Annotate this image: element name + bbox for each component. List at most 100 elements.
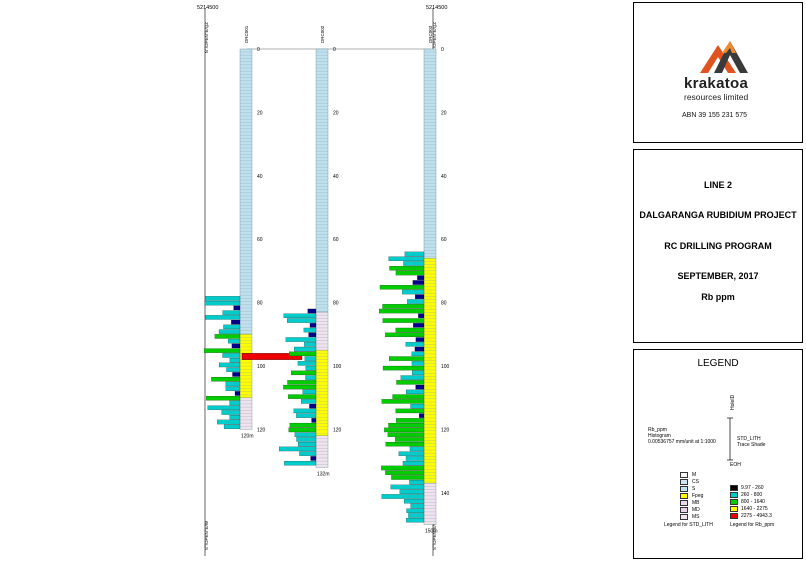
rb-histogram-bar — [311, 418, 317, 423]
rb-histogram-bar — [241, 353, 303, 360]
depth-label: 140 — [441, 491, 450, 497]
rb-histogram-bar — [287, 380, 317, 385]
rb-histogram-bar — [391, 475, 425, 480]
rb-histogram-bar — [293, 408, 317, 414]
rb-histogram-bar — [405, 342, 425, 347]
rb-histogram-bar — [204, 300, 241, 306]
legend-heading: LEGEND — [697, 358, 739, 369]
rb-histogram-bar — [309, 403, 317, 409]
rb-histogram-bar — [229, 415, 241, 420]
rb-histogram-bar — [222, 310, 241, 315]
mountain-logo-icon — [700, 41, 748, 73]
rb-legend-swatch — [730, 506, 738, 512]
rb-histogram-bar — [225, 381, 241, 387]
rb-histogram-bar — [207, 405, 241, 410]
rb-histogram-bar — [223, 324, 241, 330]
rb-histogram-bar — [395, 327, 425, 333]
rb-histogram-bar — [415, 384, 425, 390]
rb-legend-title: Rb_ppm — [648, 427, 667, 433]
rb-histogram-bar — [305, 375, 317, 380]
rb-histogram-bar — [221, 410, 241, 415]
depth-label: 20 — [441, 110, 447, 116]
rb-histogram-bar — [406, 508, 425, 513]
lith-interval-s — [423, 48, 437, 259]
rb-legend-swatch — [730, 499, 738, 505]
rb-histogram-bar — [304, 356, 317, 361]
rb-histogram-bar — [409, 480, 425, 485]
rb-histogram-bar — [417, 275, 425, 280]
rb-histogram-bar — [403, 261, 425, 266]
rb-histogram-bar — [231, 319, 241, 325]
hole-id-label: DRC001 — [244, 25, 249, 43]
rb-histogram-bar — [387, 432, 425, 437]
lith-interval-fpeg — [423, 258, 437, 484]
rb-histogram-bar — [408, 513, 425, 518]
rb-histogram-bar — [419, 413, 425, 418]
rb-histogram-bar — [205, 315, 241, 320]
rb-histogram-bar — [388, 256, 425, 261]
lith-legend-caption: Legend for STD_LITH — [664, 522, 713, 528]
lith-legend-swatch — [680, 486, 688, 492]
lith-legend-label: S — [692, 486, 696, 492]
rb-histogram-bar — [409, 446, 425, 452]
rb-histogram-bar — [418, 313, 425, 318]
top-label-left: 5214500 — [197, 5, 218, 11]
rb-histogram-bar — [412, 280, 425, 285]
rb-histogram-bar — [389, 266, 425, 271]
rb-histogram-bar — [310, 456, 317, 461]
logo-abn: ABN 39 155 231 575 — [682, 112, 747, 119]
lith-legend-label: MS — [692, 514, 700, 520]
rb-histogram-bar — [307, 308, 317, 314]
rb-histogram-bar — [231, 343, 241, 349]
rb-histogram-bar — [225, 386, 241, 391]
rb-legend-label: 2275 - 4943.3 — [741, 513, 772, 519]
rb-histogram-bar — [226, 367, 241, 372]
hole-id-label: DRC002 — [320, 25, 325, 43]
lith-legend-label: M — [692, 472, 697, 478]
lith-legend-label: MD — [692, 507, 700, 513]
depth-label: 20 — [257, 110, 263, 116]
depth-label: 40 — [333, 174, 339, 180]
rb-histogram-bar — [379, 285, 425, 290]
depth-label: 60 — [333, 237, 339, 243]
rb-histogram-bar — [223, 424, 241, 429]
rb-histogram-bar — [392, 394, 425, 399]
rb-histogram-bar — [388, 356, 425, 361]
lith-legend-swatch — [680, 514, 688, 520]
hole-eoh-label: 120m — [241, 433, 254, 439]
rb-histogram-bar — [305, 365, 317, 371]
depth-label: 60 — [441, 237, 447, 243]
cross-section-plot: 5214500 5214500 N°/OPEN°E/QZ S°/OPEN°E/W… — [197, 5, 450, 556]
rb-legend-caption: Legend for Rb_ppm — [730, 522, 775, 528]
rb-histogram-bar — [299, 451, 317, 456]
rb-histogram-bar — [395, 408, 425, 414]
rb-histogram-bar — [395, 270, 425, 276]
rb-histogram-bar — [398, 451, 425, 456]
rb-histogram-bar — [395, 437, 425, 442]
rb-histogram-bar — [396, 380, 425, 385]
rb-histogram-bar — [410, 503, 425, 509]
depth-label: 20 — [333, 110, 339, 116]
rb-histogram-bar — [388, 422, 425, 428]
trace-label-1: STD_LITH — [737, 436, 761, 442]
drill-hole-drc003: DRC003 150m 0 20 40 60 80 100 120 140 — [379, 25, 450, 535]
rb-histogram-bar — [385, 332, 425, 338]
rb-histogram-bar — [288, 394, 317, 399]
axis-label-left-top: N°/OPEN°E/QZ — [204, 22, 209, 54]
rb-histogram-bar — [222, 353, 241, 358]
rb-histogram-bar — [396, 418, 425, 423]
rb-histogram-bar — [232, 372, 241, 377]
lith-interval-s — [315, 48, 329, 313]
depth-label: 120 — [333, 427, 342, 433]
rb-histogram-bar — [390, 484, 425, 490]
lith-legend-label: MB — [692, 500, 700, 506]
rb-histogram-bar — [415, 337, 425, 342]
logo-subtitle: resources limited — [684, 92, 749, 102]
title-line-2: DALGARANGA RUBIDIUM PROJECT — [639, 210, 797, 220]
rb-histogram-bar — [404, 499, 425, 504]
rb-histogram-bar — [229, 357, 241, 363]
lith-interval-s — [239, 48, 253, 335]
depth-label: 80 — [441, 301, 447, 307]
rb-legend-swatch — [730, 513, 738, 519]
rb-histogram-bar — [406, 389, 425, 395]
